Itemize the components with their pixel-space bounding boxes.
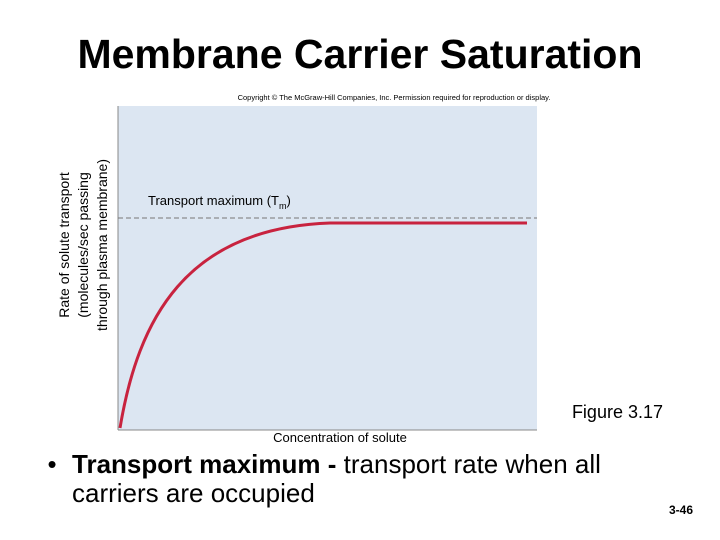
copyright: Copyright © The McGraw-Hill Companies, I…: [238, 93, 551, 102]
figure-caption: Figure 3.17: [572, 402, 663, 422]
bullet-text: Transport maximum - transport rate when …: [72, 450, 652, 508]
tm-label-subscript: m: [279, 201, 287, 211]
tm-label-text: Transport maximum (T: [148, 193, 279, 208]
y-axis-label-line: (molecules/sec passing: [75, 172, 91, 318]
tm-label: Transport maximum (Tm): [148, 193, 291, 211]
saturation-curve: [118, 221, 527, 429]
page-number: 3-46: [669, 503, 693, 517]
y-axis-label-line: Rate of solute transport: [56, 172, 72, 318]
bullet-point: • Transport maximum - transport rate when…: [32, 450, 672, 508]
y-axis-label: Rate of solute transport (molecules/sec …: [56, 159, 110, 331]
slide-title: Membrane Carrier Saturation: [77, 31, 642, 77]
tm-label-close: ): [286, 193, 290, 208]
plot-area: [118, 106, 537, 430]
y-axis-label-line: through plasma membrane): [94, 159, 110, 331]
bullet-definition: transport rate when all carriers are occ…: [72, 449, 601, 508]
x-axis-label: Concentration of solute: [273, 430, 407, 445]
bullet-term: Transport maximum -: [72, 449, 337, 479]
bullet-marker: •: [47, 449, 57, 479]
